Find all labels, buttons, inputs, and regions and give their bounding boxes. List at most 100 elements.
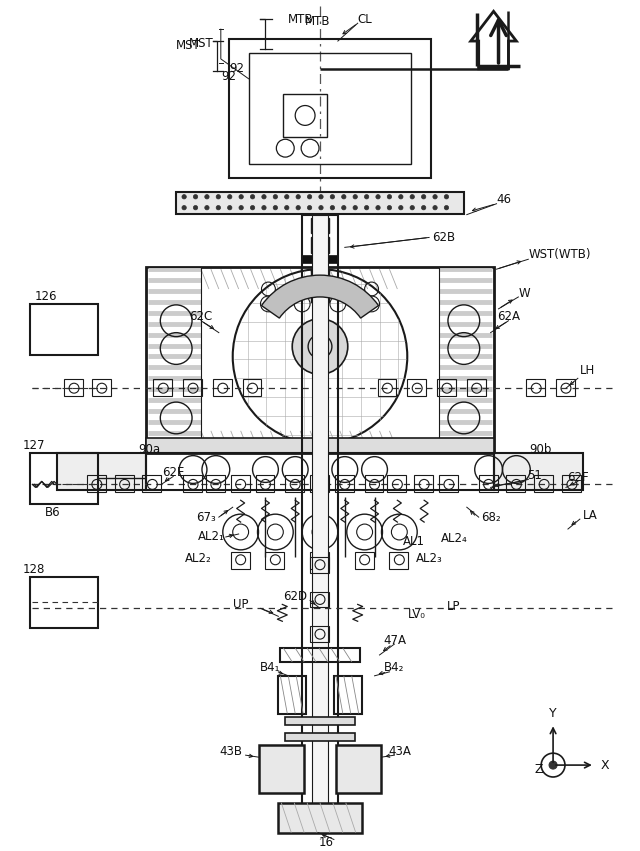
Bar — [278, 676, 306, 713]
Bar — [255, 476, 275, 493]
Bar — [310, 476, 329, 493]
Text: LH: LH — [580, 364, 595, 377]
Circle shape — [444, 205, 449, 210]
Circle shape — [273, 195, 278, 199]
Bar — [556, 380, 575, 396]
Circle shape — [262, 195, 266, 199]
Bar — [183, 380, 202, 396]
Bar — [57, 453, 147, 490]
Bar — [355, 551, 374, 568]
Circle shape — [273, 205, 278, 210]
Bar — [147, 267, 493, 453]
Text: AL2₁: AL2₁ — [198, 530, 225, 544]
Circle shape — [182, 195, 186, 199]
Text: 62B: 62B — [433, 231, 456, 244]
Bar — [378, 380, 396, 396]
Circle shape — [353, 195, 357, 199]
Bar — [285, 717, 355, 725]
Circle shape — [262, 205, 266, 210]
Circle shape — [399, 205, 403, 210]
Circle shape — [239, 195, 243, 199]
Circle shape — [307, 205, 312, 210]
Bar — [285, 476, 304, 493]
Circle shape — [296, 195, 300, 199]
Text: 62E: 62E — [162, 466, 184, 479]
Text: UP: UP — [233, 598, 248, 611]
Text: LA: LA — [582, 509, 597, 522]
Bar — [231, 551, 250, 568]
Bar — [183, 476, 202, 493]
Text: AL2₃: AL2₃ — [416, 552, 442, 565]
Text: 51: 51 — [527, 469, 541, 482]
Text: 67₃: 67₃ — [196, 511, 216, 523]
Bar — [310, 626, 329, 643]
Circle shape — [285, 205, 289, 210]
Circle shape — [342, 195, 346, 199]
Circle shape — [433, 195, 437, 199]
Circle shape — [410, 195, 415, 199]
Bar — [284, 94, 327, 137]
Bar — [302, 255, 316, 263]
Bar — [228, 39, 431, 178]
Text: 43B: 43B — [220, 745, 242, 757]
Circle shape — [228, 205, 232, 210]
Circle shape — [399, 195, 403, 199]
Text: 68₂: 68₂ — [481, 511, 500, 523]
Text: 47A: 47A — [383, 634, 406, 647]
Bar — [259, 745, 304, 793]
Text: 62F: 62F — [567, 471, 589, 484]
Bar — [534, 476, 553, 493]
Text: 128: 128 — [22, 563, 45, 576]
Circle shape — [433, 205, 437, 210]
Circle shape — [205, 205, 209, 210]
Bar — [154, 380, 172, 396]
Wedge shape — [262, 275, 378, 318]
Circle shape — [216, 205, 221, 210]
Text: MST: MST — [176, 38, 201, 52]
Circle shape — [296, 205, 300, 210]
Bar — [278, 802, 362, 832]
Circle shape — [193, 205, 198, 210]
Bar — [311, 218, 329, 233]
Bar — [310, 551, 329, 568]
Bar — [407, 380, 426, 396]
Circle shape — [364, 195, 369, 199]
Bar — [365, 476, 383, 493]
Text: Z: Z — [535, 762, 543, 775]
Bar — [389, 551, 408, 568]
Circle shape — [292, 319, 348, 374]
Text: 46: 46 — [497, 193, 511, 206]
Circle shape — [422, 195, 426, 199]
Text: LP: LP — [447, 600, 461, 613]
Bar — [147, 437, 493, 453]
Bar — [439, 267, 493, 453]
Circle shape — [387, 205, 392, 210]
Bar — [311, 269, 329, 284]
Circle shape — [250, 205, 255, 210]
Bar — [30, 453, 98, 505]
Text: Y: Y — [549, 707, 557, 720]
Bar — [147, 267, 201, 453]
Circle shape — [387, 195, 392, 199]
Bar — [147, 453, 493, 490]
Bar — [30, 304, 98, 356]
Text: 92: 92 — [221, 71, 236, 83]
Text: 126: 126 — [35, 290, 57, 304]
Text: 92: 92 — [228, 62, 244, 76]
Bar — [334, 676, 362, 713]
Bar — [248, 53, 412, 164]
Text: CL: CL — [358, 13, 372, 26]
Text: 43A: 43A — [388, 745, 411, 757]
Circle shape — [330, 195, 335, 199]
Circle shape — [285, 195, 289, 199]
Bar — [143, 476, 161, 493]
Text: MTB: MTB — [287, 13, 313, 26]
Text: 62D: 62D — [283, 590, 307, 603]
Circle shape — [319, 205, 323, 210]
Bar — [562, 476, 581, 493]
Bar — [437, 380, 456, 396]
Bar — [493, 453, 583, 490]
Bar — [176, 191, 464, 214]
Bar — [439, 476, 458, 493]
Bar — [280, 648, 360, 662]
